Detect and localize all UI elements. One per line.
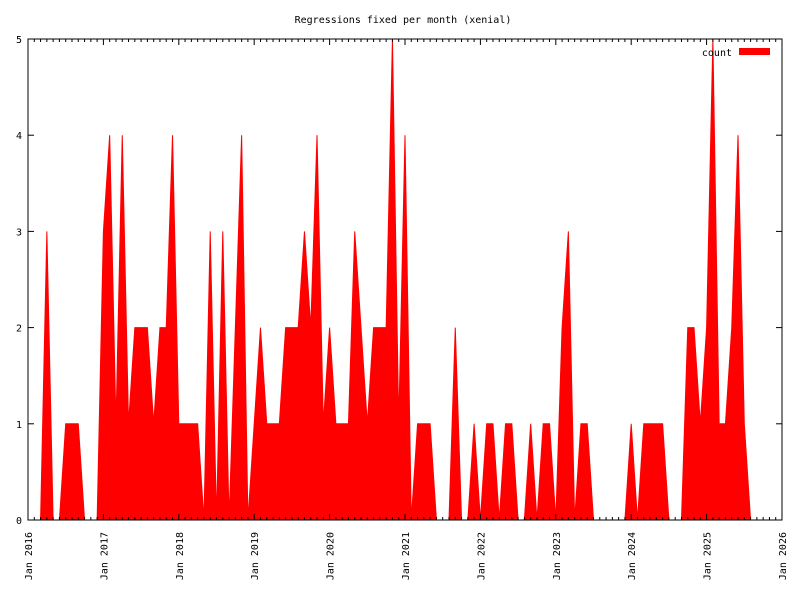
area-segment-4 (624, 423, 670, 521)
area-segment-3 (448, 231, 595, 521)
area-segment-2 (96, 38, 437, 521)
area-segment-1 (40, 231, 86, 521)
x-tick-label: Jan 2017 (99, 532, 110, 580)
y-tick-label: 3 (16, 227, 22, 238)
x-tick-label: Jan 2026 (778, 532, 789, 580)
y-tick-label: 1 (16, 420, 22, 431)
series-area-group (40, 38, 752, 521)
legend: count (702, 48, 770, 59)
chart-title: Regressions fixed per month (xenial) (295, 15, 512, 26)
x-tick-label: Jan 2023 (552, 532, 563, 580)
x-tick-label: Jan 2022 (476, 532, 487, 580)
x-tick-labels: Jan 2016 Jan 2017 Jan 2018 Jan 2019 Jan 2020… (24, 532, 789, 580)
legend-label: count (702, 48, 732, 59)
x-tick-label: Jan 2021 (401, 532, 412, 580)
x-tick-label: Jan 2018 (175, 532, 186, 580)
x-tick-label: Jan 2019 (250, 532, 261, 580)
plot-frame (27, 38, 783, 521)
x-tick-label: Jan 2016 (24, 532, 35, 580)
x-tick-label: Jan 2020 (326, 532, 337, 580)
y-tick-label: 5 (16, 35, 22, 46)
area-segment-5 (680, 38, 752, 521)
legend-swatch (739, 48, 770, 55)
y-tick-label: 0 (16, 516, 22, 527)
y-tick-label: 4 (16, 131, 22, 142)
y-tick-label: 2 (16, 324, 22, 335)
x-tick-label: Jan 2025 (703, 532, 714, 580)
y-tick-labels: 0 1 2 3 4 5 (16, 35, 22, 527)
x-tick-label: Jan 2024 (627, 532, 638, 580)
